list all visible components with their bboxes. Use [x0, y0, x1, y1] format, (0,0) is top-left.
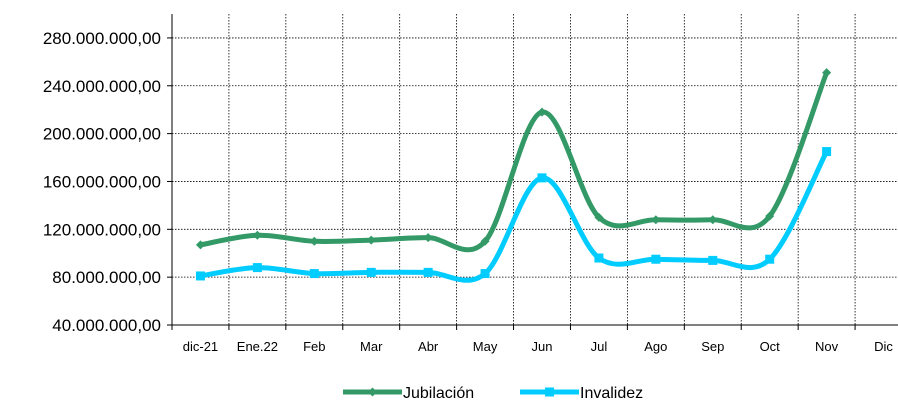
- y-tick-label: 280.000.000,00: [43, 29, 161, 48]
- data-point: [537, 173, 547, 183]
- data-point: [309, 269, 319, 279]
- x-tick-label: Ene.22: [237, 339, 278, 354]
- x-tick-label: Nov: [815, 339, 839, 354]
- data-point: [195, 271, 205, 281]
- data-point: [765, 254, 775, 264]
- data-point: [423, 233, 433, 243]
- y-tick-label: 200.000.000,00: [43, 125, 161, 144]
- grid-lines: [172, 14, 898, 325]
- legend-label: Invalidez: [580, 385, 643, 401]
- x-tick-label: Feb: [303, 339, 325, 354]
- x-tick-label: Mar: [360, 339, 383, 354]
- legend-item-invalidez: Invalidez: [520, 385, 643, 401]
- legend-item-jubilacion: Jubilación: [343, 385, 474, 401]
- data-point: [480, 236, 490, 246]
- data-point: [195, 240, 205, 250]
- data-point: [708, 255, 718, 265]
- x-tick-label: May: [473, 339, 498, 354]
- data-point: [252, 263, 262, 273]
- data-point: [822, 68, 832, 78]
- legend-label: Jubilación: [403, 385, 474, 401]
- legend-marker: [368, 387, 377, 397]
- x-tick-label: Dic: [874, 339, 893, 354]
- data-point: [708, 215, 718, 225]
- y-tick-label: 80.000.000,00: [52, 268, 161, 287]
- data-point: [309, 236, 319, 246]
- legend-marker: [545, 387, 554, 397]
- data-point: [651, 215, 661, 225]
- y-tick-label: 40.000.000,00: [52, 316, 161, 335]
- axes: [167, 14, 898, 330]
- x-tick-label: Jul: [591, 339, 608, 354]
- x-tick-label: Ago: [644, 339, 667, 354]
- x-tick-label: Sep: [701, 339, 724, 354]
- data-point: [537, 107, 547, 117]
- data-point: [423, 267, 433, 277]
- data-point: [822, 147, 832, 157]
- y-tick-label: 160.000.000,00: [43, 172, 161, 191]
- x-tick-label: Jun: [532, 339, 553, 354]
- series-group: [195, 68, 832, 283]
- x-tick-label: Oct: [760, 339, 781, 354]
- data-point: [480, 269, 490, 279]
- data-point: [594, 253, 604, 263]
- data-point: [366, 235, 376, 245]
- data-point: [765, 211, 775, 221]
- y-tick-label: 120.000.000,00: [43, 220, 161, 239]
- legend: Jubilación Invalidez: [343, 385, 643, 401]
- y-axis-tick-labels: 40.000.000,00 80.000.000,00 120.000.000,00…: [43, 29, 161, 335]
- data-point: [651, 254, 661, 264]
- series-jubilacion: [195, 68, 832, 253]
- x-axis-tick-labels: dic-21 Ene.22 Feb Mar Abr May Jun Jul Ago Sep Oct N…: [183, 339, 894, 354]
- x-tick-label: dic-21: [183, 339, 218, 354]
- y-tick-label: 240.000.000,00: [43, 77, 161, 96]
- series-invalidez: [195, 147, 832, 283]
- data-point: [366, 267, 376, 277]
- data-point: [252, 230, 262, 240]
- x-tick-label: Abr: [418, 339, 439, 354]
- data-point: [594, 212, 604, 222]
